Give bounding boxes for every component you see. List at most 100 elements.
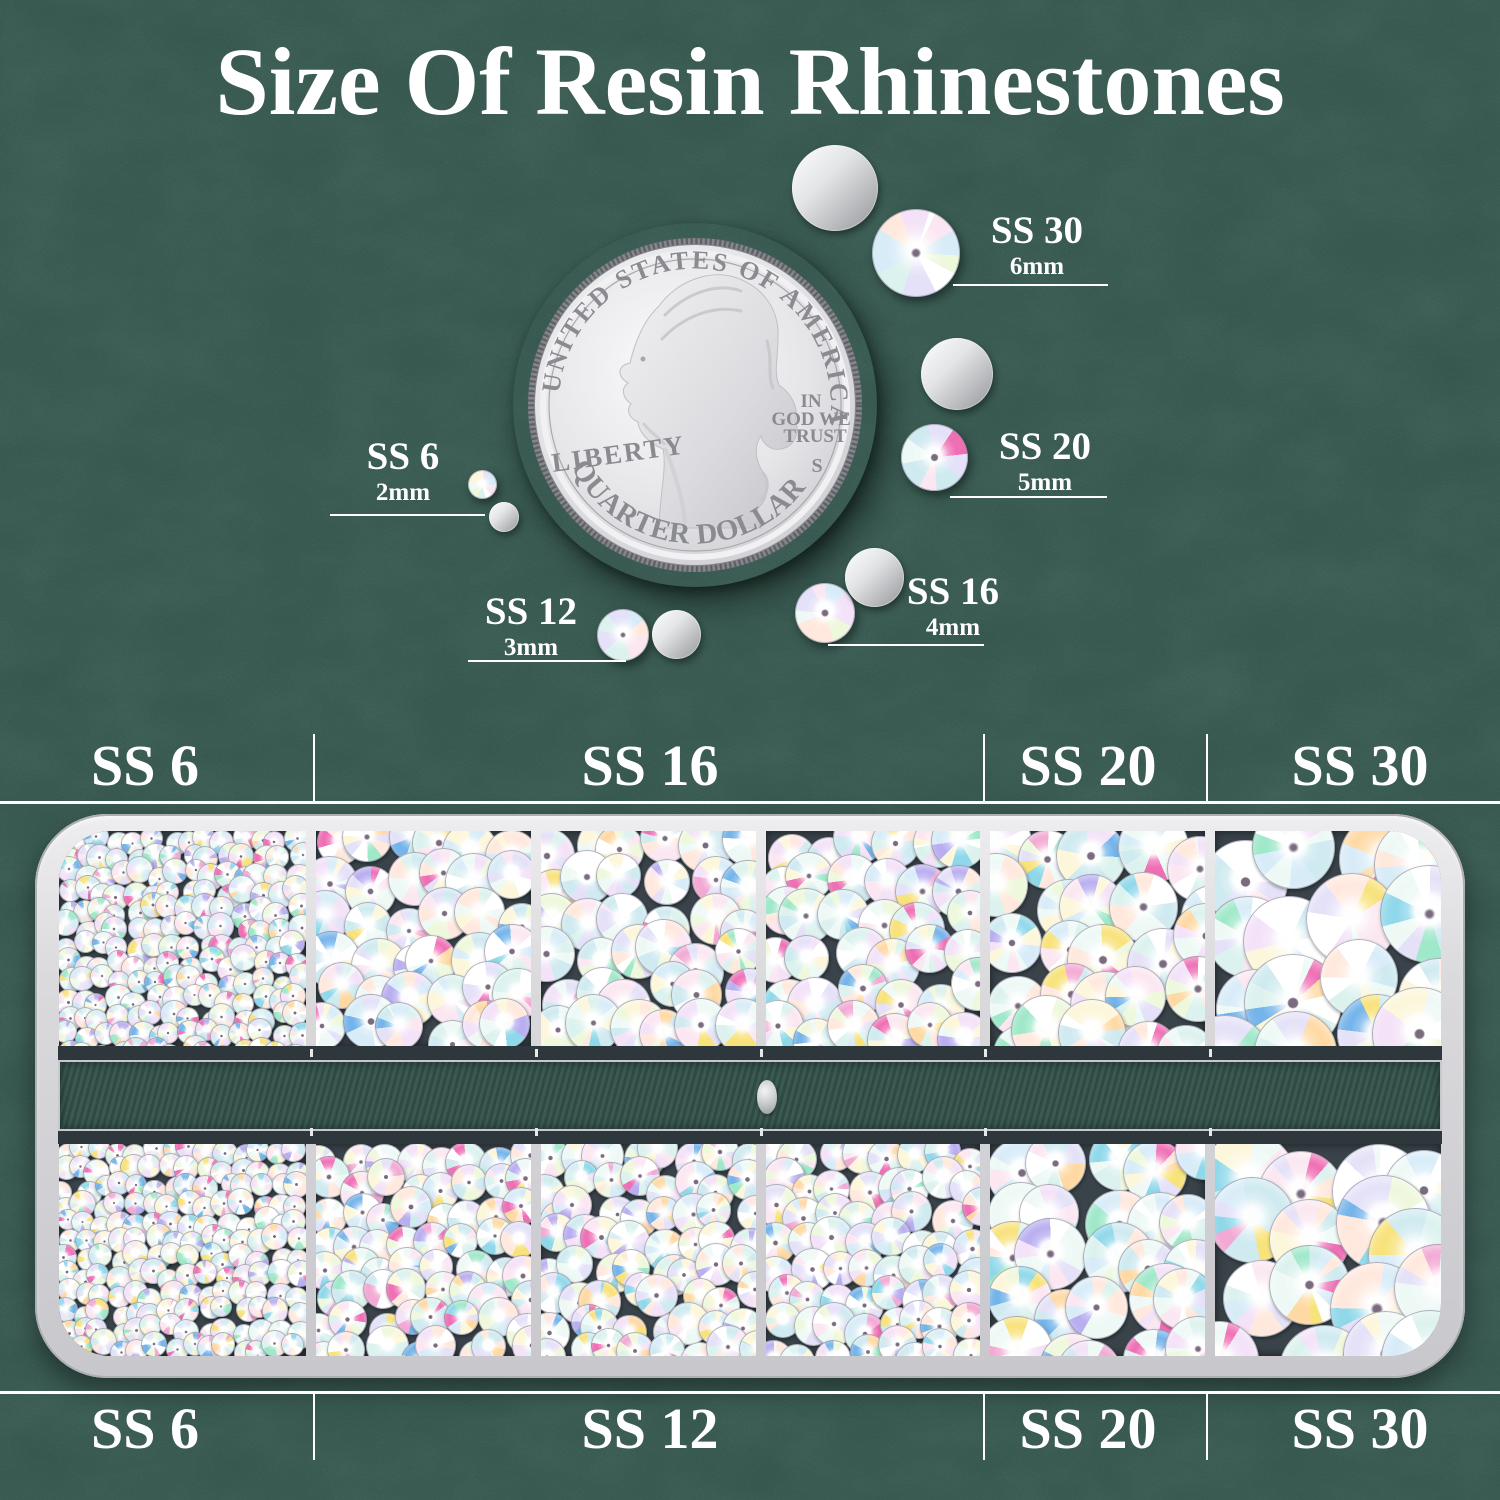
bottom-label-divider [983, 1394, 985, 1460]
rhinestone [209, 1024, 234, 1046]
rhinestone [779, 1343, 816, 1356]
rhinestone [265, 845, 290, 870]
rhinestone [478, 998, 530, 1046]
rhinestone [390, 1185, 433, 1228]
rhinestone [107, 1171, 132, 1196]
compartment-bottom-4-ss12 [766, 1144, 980, 1356]
rhinestone [86, 1263, 110, 1287]
rhinestone [541, 1338, 567, 1356]
callout-ss30-label: SS 30 [990, 209, 1084, 252]
rhinestone [283, 1044, 306, 1046]
rhinestone [327, 1331, 366, 1356]
box-shelf-upper [58, 1046, 1442, 1060]
rhinestone [287, 1226, 306, 1251]
rhinestone [59, 1297, 79, 1323]
rhinestone [175, 1243, 200, 1267]
rhinestone [288, 892, 306, 919]
rhinestone [450, 1164, 488, 1202]
rhinestone [289, 842, 306, 869]
rhinestone [849, 1333, 887, 1356]
rhinestone [286, 1259, 306, 1288]
rhinestone [165, 1338, 190, 1356]
callout-ss16-rule [828, 644, 984, 646]
rhinestone [59, 1277, 81, 1302]
bottom-label-divider [313, 1394, 315, 1460]
callout-ss20-size: 5mm [1017, 468, 1073, 496]
rhinestone [155, 894, 180, 919]
compartment-top-3-ss16 [541, 831, 756, 1046]
rhinestone [736, 1195, 756, 1233]
rhinestone [1065, 1276, 1129, 1340]
rhinestone [280, 1144, 306, 1163]
box-top-label-ss20: SS 20 [1019, 733, 1157, 798]
rhinestone [245, 1144, 270, 1162]
loose-rhinestone-ss20 [901, 424, 968, 491]
loose-rhinestone-ss16 [795, 583, 855, 643]
compartment-top-5-ss20 [990, 831, 1205, 1046]
rhinestone [500, 1220, 531, 1259]
coin-motto-3: TRUST [783, 426, 847, 447]
flat-disc-ss20 [921, 338, 993, 410]
box-middle-channel [58, 1060, 1442, 1131]
rhinestone [263, 1040, 287, 1046]
callout-ss12-label: SS 12 [484, 590, 578, 633]
divider-tick [760, 1128, 763, 1136]
rhinestone [210, 1045, 236, 1046]
rhinestone [715, 998, 756, 1046]
callout-ss16: SS 16 4mm [873, 570, 1033, 642]
rhinestone [374, 1001, 424, 1046]
divider-tick [984, 1049, 987, 1057]
rhinestone [193, 1260, 218, 1284]
rhinestone [59, 1040, 82, 1046]
divider-tick [760, 1049, 763, 1057]
bottom-separator-line [0, 1391, 1500, 1394]
compartment-bottom-3-ss12 [541, 1144, 756, 1356]
coin-motto-1: IN [800, 391, 821, 412]
callout-ss6-rule [330, 514, 485, 516]
top-label-divider [1206, 734, 1208, 801]
rhinestone [1057, 1339, 1122, 1356]
box-shelf-lower [58, 1131, 1442, 1144]
rhinestone [247, 1036, 275, 1046]
box-bottom-label-ss30: SS 30 [1291, 1396, 1429, 1461]
rhinestone [88, 1242, 113, 1267]
rhinestone [871, 1275, 907, 1310]
rhinestone [282, 1170, 306, 1199]
rhinestone [278, 930, 305, 957]
flat-disc-ss6 [489, 502, 519, 532]
rhinestone [183, 1035, 208, 1046]
rhinestone-storage-box [35, 814, 1465, 1378]
rhinestone [59, 908, 79, 936]
callout-ss12-size: 3mm [503, 633, 559, 661]
compartment-bottom-5-ss20 [990, 1144, 1205, 1356]
rhinestone [75, 1027, 100, 1046]
callout-ss6-label: SS 6 [366, 435, 440, 478]
loose-rhinestone-ss6 [468, 470, 497, 499]
rhinestone [950, 1302, 980, 1340]
rhinestone [140, 1330, 167, 1356]
rhinestone [921, 1328, 959, 1356]
rhinestone [71, 1210, 95, 1234]
rhinestone [595, 852, 642, 899]
callout-ss30-rule [953, 284, 1108, 286]
rhinestone [1155, 1024, 1205, 1046]
callout-ss20: SS 20 5mm [965, 425, 1125, 497]
callout-ss16-label: SS 16 [906, 570, 1000, 613]
rhinestone [288, 1301, 306, 1327]
rhinestone [87, 1144, 110, 1160]
rhinestone [233, 1039, 256, 1046]
rhinestone [648, 1332, 685, 1356]
compartment-top-6-ss30 [1215, 831, 1441, 1046]
rhinestone [59, 1020, 77, 1043]
callout-ss20-label: SS 20 [998, 425, 1092, 468]
divider-tick [1209, 1049, 1212, 1057]
bottom-label-divider [1206, 1394, 1208, 1460]
rhinestone [191, 1041, 214, 1046]
rhinestone [281, 1000, 306, 1027]
rhinestone [232, 992, 255, 1015]
box-top-label-ss30: SS 30 [1291, 733, 1429, 798]
rhinestone [1057, 998, 1127, 1046]
rhinestone [103, 1191, 126, 1214]
rhinestone [175, 936, 200, 961]
